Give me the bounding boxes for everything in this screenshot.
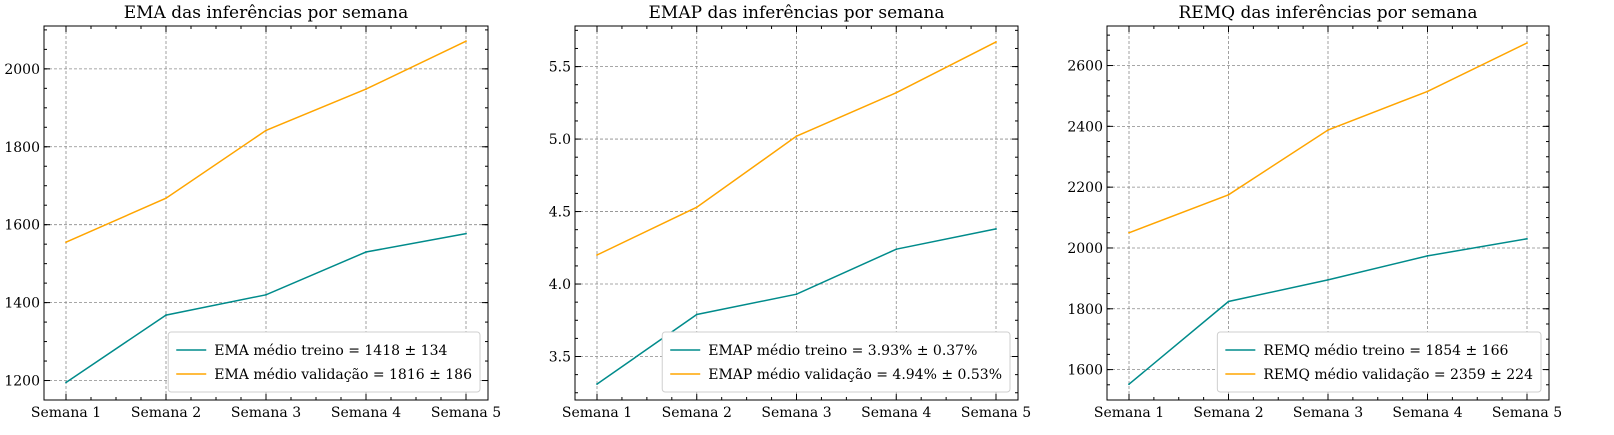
data-point <box>1327 129 1329 131</box>
x-tick-label: Semana 2 <box>1193 405 1263 421</box>
x-tick-label: Semana 1 <box>1094 405 1164 421</box>
data-point <box>165 314 167 316</box>
data-point <box>265 293 267 296</box>
legend: EMA médio treino = 1418 ± 134 EMA médio v… <box>167 331 481 393</box>
plot-frame <box>574 25 1019 401</box>
y-tick-label: 5.5 <box>549 60 571 76</box>
data-point <box>596 254 598 256</box>
data-point <box>1426 254 1429 257</box>
plot-frame <box>1106 25 1550 401</box>
legend-label: EMA médio treino = 1418 ± 134 <box>214 343 447 359</box>
chart-panel-3: REMQ das inferências por semana Semana 1 S… <box>1067 3 1562 421</box>
y-tick-label: 1600 <box>1067 363 1103 379</box>
data-point <box>1426 90 1429 93</box>
x-tick-label: Semana 2 <box>131 405 201 421</box>
y-tick-label: 2600 <box>1067 59 1103 75</box>
data-point <box>1227 193 1230 196</box>
legend-label: EMAP médio treino = 3.93% ± 0.37% <box>708 343 977 359</box>
y-tick-label: 3.5 <box>549 350 571 366</box>
x-tick-label: Semana 1 <box>562 405 632 421</box>
data-point <box>365 251 367 253</box>
y-tick-label: 1200 <box>4 374 40 390</box>
y-tick-label: 5.0 <box>549 132 571 148</box>
legend: REMQ médio treino = 1854 ± 166 REMQ médio… <box>1216 331 1542 393</box>
x-tick-label: Semana 5 <box>1492 405 1562 421</box>
chart-title: REMQ das inferências por semana <box>1179 3 1478 23</box>
data-point <box>995 41 997 43</box>
data-point <box>1526 237 1528 240</box>
chart-panel-1: EMA das inferências por semana Semana 1 Se… <box>4 3 501 421</box>
data-point <box>795 293 798 296</box>
legend-label: REMQ médio treino = 1854 ± 166 <box>1263 343 1508 359</box>
data-point <box>365 88 367 91</box>
data-point <box>1526 42 1528 44</box>
data-point <box>895 248 898 251</box>
y-tick-label: 1600 <box>4 218 40 234</box>
data-point <box>265 129 267 132</box>
y-tick-label: 1800 <box>4 140 40 156</box>
data-point <box>65 241 67 244</box>
chart-panel-2: EMAP das inferências por semana Semana 1 S… <box>549 3 1031 421</box>
y-tick-label: 2200 <box>1067 180 1103 196</box>
data-point <box>1128 383 1130 386</box>
legend: EMAP médio treino = 3.93% ± 0.37% EMAP mé… <box>661 331 1011 393</box>
y-tick-label: 4.5 <box>549 205 571 221</box>
data-point <box>596 383 598 385</box>
data-point <box>465 40 467 43</box>
data-point <box>695 206 698 209</box>
x-tick-label: Semana 1 <box>31 405 101 421</box>
data-point <box>1128 231 1130 234</box>
legend-label: EMA médio validação = 1816 ± 186 <box>214 367 472 383</box>
x-tick-label: Semana 3 <box>761 405 831 421</box>
data-point <box>65 381 67 384</box>
y-tick-label: 2000 <box>4 62 40 78</box>
x-tick-label: Semana 4 <box>331 405 401 421</box>
y-tick-label: 2000 <box>1067 241 1103 257</box>
x-tick-label: Semana 5 <box>431 405 501 421</box>
x-tick-label: Semana 4 <box>1392 405 1462 421</box>
chart-title: EMA das inferências por semana <box>124 3 409 23</box>
y-tick-label: 2400 <box>1067 119 1103 135</box>
data-point <box>465 232 467 235</box>
plot-frame <box>43 25 489 401</box>
legend-box <box>1216 331 1542 393</box>
data-point <box>795 135 798 138</box>
x-tick-label: Semana 5 <box>961 405 1031 421</box>
x-tick-label: Semana 2 <box>662 405 732 421</box>
legend-box <box>661 331 1011 393</box>
y-tick-label: 4.0 <box>549 277 571 293</box>
x-tick-label: Semana 3 <box>231 405 301 421</box>
data-point <box>995 228 997 230</box>
data-point <box>165 197 167 200</box>
y-tick-label: 1800 <box>1067 302 1103 318</box>
data-point <box>895 91 898 94</box>
x-tick-label: Semana 4 <box>861 405 931 421</box>
legend-label: REMQ médio validação = 2359 ± 224 <box>1263 367 1533 383</box>
y-tick-label: 1400 <box>4 296 40 312</box>
data-point <box>695 313 698 316</box>
legend-box <box>167 331 481 393</box>
data-point <box>1327 278 1329 281</box>
data-point <box>1227 300 1230 303</box>
chart-title: EMAP das inferências por semana <box>649 3 945 23</box>
x-tick-label: Semana 3 <box>1293 405 1363 421</box>
legend-label: EMAP médio validação = 4.94% ± 0.53% <box>708 367 1002 383</box>
